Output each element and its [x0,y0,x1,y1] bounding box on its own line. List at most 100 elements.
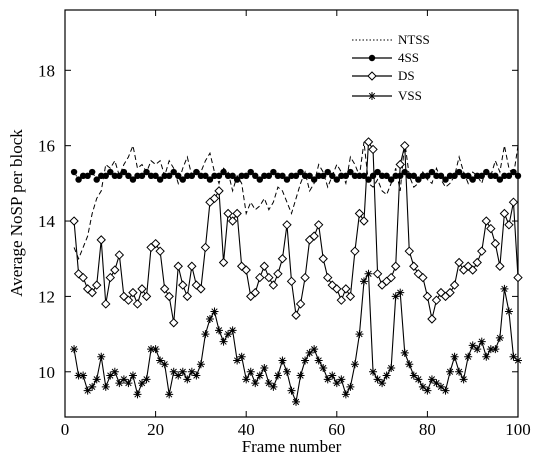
data-point-ntss [211,172,218,180]
data-point-ntss [460,172,467,180]
data-point-ds [513,272,523,283]
data-point-ntss [492,172,499,180]
data-point-ds [336,295,347,305]
data-point-ds [327,280,337,290]
data-point-ds [318,254,328,264]
data-point-ds [123,295,134,305]
data-point-ds [141,291,152,302]
data-point-vss [450,352,459,361]
data-point-ds [191,280,202,290]
data-point-vss [251,379,260,388]
data-point-ntss [351,172,359,180]
series-ntss [70,168,522,183]
data-point-vss [328,371,337,380]
data-point-ntss [378,172,386,180]
data-point-ds [472,257,482,268]
data-point-ds [196,284,206,294]
data-point-vss [156,356,165,365]
data-point-vss [210,307,219,316]
data-point-vss [504,307,513,316]
data-point-ntss [107,168,114,176]
data-point-vss [495,333,504,342]
data-point-ds [200,242,211,253]
data-point-vss [278,356,287,365]
data-point-ntss [179,176,186,183]
data-point-ds [223,208,233,219]
data-point-vss [455,367,464,376]
data-point-ntss [98,172,105,180]
data-point-ntss [247,168,254,176]
data-point-ntss [165,172,173,180]
y-tick-label: 10 [38,363,55,382]
data-point-vss [486,345,495,354]
data-point-vss [205,315,214,324]
data-point-ds [449,280,460,290]
data-point-ds [400,140,410,151]
data-point-vss [337,375,346,384]
data-point-ntss [233,176,241,183]
x-tick-label: 60 [328,420,345,439]
data-point-vss [514,356,522,365]
data-point-ds [150,238,161,249]
data-point-ntss [79,172,87,180]
data-point-ds [218,257,229,268]
data-point-ntss [505,172,513,180]
data-point-ntss [134,172,141,180]
data-point-ntss [84,172,91,180]
data-point-ds [209,193,220,204]
data-point-vss [396,288,405,297]
data-point-ds [313,220,324,230]
data-point-vss [350,360,359,369]
legend-marker-ds [367,71,377,81]
data-point-vss [359,277,368,286]
data-point-ds [241,265,251,275]
data-point-vss [255,371,264,380]
data-point-ntss [487,172,495,180]
y-axis-title: Average NoSP per block [7,129,26,297]
data-point-ntss [478,172,485,180]
data-point-vss [436,382,445,391]
legend-label-ds: DS [398,68,415,83]
data-point-vss [92,375,101,384]
x-tick-label: 100 [505,420,531,439]
data-point-ds [418,272,428,283]
data-point-ds [404,246,414,256]
data-point-ntss [206,176,214,183]
data-point-ntss [102,172,109,180]
data-point-ntss [419,172,427,180]
data-point-ds [250,287,260,298]
data-point-ntss [125,172,132,180]
data-point-ds [214,186,224,196]
y-tick-label: 16 [38,137,55,156]
data-point-vss [264,379,273,388]
data-point-ds [69,216,79,226]
x-tick-label: 80 [419,420,436,439]
data-point-ntss [274,172,282,180]
data-point-ntss [270,168,277,176]
data-point-vss [387,364,396,373]
data-point-vss [491,345,500,354]
data-point-ds [268,280,279,290]
data-point-vss [115,379,124,388]
data-point-vss [423,386,432,395]
legend-label-vss: VSS [398,88,422,103]
data-point-ntss [442,176,449,183]
data-point-ds [431,295,442,305]
data-point-vss [427,375,436,384]
data-point-ntss [383,172,390,180]
data-point-vss [273,371,282,380]
data-point-ds [350,246,360,256]
data-point-vss [169,367,178,376]
data-point-ntss [292,172,300,180]
data-point-ntss [315,172,322,180]
data-point-vss [500,284,509,293]
data-point-ds [395,159,405,170]
data-point-ds [372,269,383,279]
data-point-vss [287,386,296,395]
data-point-vss [174,371,183,380]
data-point-ds [359,216,369,226]
data-point-ntss [410,172,418,180]
data-point-ntss [129,176,137,183]
data-point-vss [106,371,115,380]
data-point-ds [282,220,292,230]
